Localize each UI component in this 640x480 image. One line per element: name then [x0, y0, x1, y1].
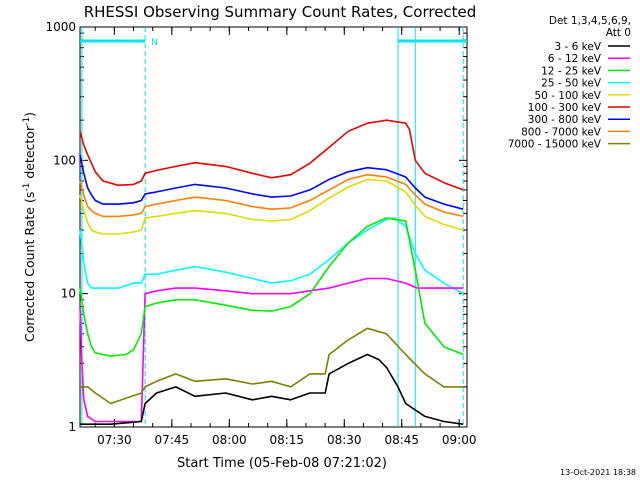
x-axis-label: Start Time (05-Feb-08 07:21:02): [177, 456, 387, 471]
series-line-3to6keV: [80, 353, 464, 426]
y-axis-label-sup: -1: [22, 183, 32, 192]
y-axis-label-tail: detector: [22, 125, 37, 183]
x-tick-label-4: 08:30: [327, 433, 362, 447]
y-axis-label: Corrected Count Rate (s-1 detector-1): [22, 112, 37, 342]
x-tick-label-2: 08:00: [212, 433, 247, 447]
annotation-layer: N: [80, 27, 467, 427]
legend-label-2: 12 - 25 keV: [541, 65, 602, 77]
x-tick-label-6: 09:00: [442, 433, 477, 447]
series-line-800to7000keV: [79, 173, 464, 218]
series-line-50to100keV: [79, 178, 464, 235]
series-layer: [79, 119, 464, 426]
legend-label-6: 300 - 800 keV: [528, 114, 602, 126]
y-axis: 1 10 100 1000: [45, 20, 467, 434]
y-axis-label-sup-2: -1: [22, 117, 32, 126]
chart-title: RHESSI Observing Summary Count Rates, Co…: [84, 3, 477, 21]
y-tick-label-1: 10: [61, 287, 76, 301]
x-tick-label-1: 07:45: [155, 433, 190, 447]
legend-label-8: 7000 - 15000 keV: [508, 139, 602, 151]
plot-frame: [79, 26, 468, 428]
legend-header-0: Det 1,3,4,5,6,9,: [549, 15, 631, 27]
series-line-12to25keV: [79, 217, 464, 357]
legend-label-5: 100 - 300 keV: [528, 102, 602, 114]
legend-label-3: 25 - 50 keV: [541, 78, 602, 90]
series-line-7000to15000keV: [80, 327, 464, 405]
series-line-6to12keV: [79, 277, 464, 423]
series-line-300to800keV: [79, 154, 464, 210]
date-stamp: 13-Oct-2021 18:38: [560, 468, 636, 477]
night-marker-label: N: [151, 38, 158, 48]
x-axis: 07:30 07:45 08:00 08:15 08:30 08:45 09:00: [94, 27, 477, 447]
x-tick-label-3: 08:15: [269, 433, 304, 447]
series-line-25to50keV: [79, 217, 464, 295]
legend-label-7: 800 - 7000 keV: [521, 126, 602, 138]
x-tick-label-5: 08:45: [384, 433, 419, 447]
y-axis-label-close: ): [22, 112, 37, 117]
y-tick-label-0: 1: [68, 420, 76, 434]
x-tick-label-0: 07:30: [97, 433, 132, 447]
legend-label-4: 50 - 100 keV: [534, 90, 601, 102]
legend-label-0: 3 - 6 keV: [554, 41, 601, 53]
legend-header-1: Att 0: [606, 27, 631, 39]
series-line-100to300keV: [79, 119, 464, 191]
legend-label-1: 6 - 12 keV: [548, 53, 602, 65]
y-tick-label-2: 100: [53, 153, 76, 167]
y-tick-label-3: 1000: [45, 20, 76, 34]
y-axis-label-main: Corrected Count Rate (s: [22, 192, 37, 342]
